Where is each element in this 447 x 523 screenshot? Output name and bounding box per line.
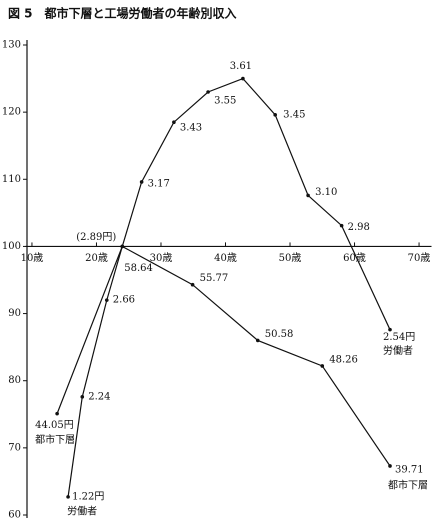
series-line bbox=[67, 77, 391, 497]
x-tick-label: 70歳 bbox=[408, 252, 431, 264]
data-point bbox=[273, 113, 277, 117]
y-tick-label: 80 bbox=[8, 375, 21, 386]
data-label: 3.55 bbox=[214, 96, 236, 107]
data-point bbox=[104, 298, 109, 302]
data-point bbox=[339, 223, 344, 228]
data-label: 3.45 bbox=[283, 109, 305, 120]
series-name: 労働者 bbox=[383, 344, 413, 357]
data-label: (2.89円) bbox=[76, 232, 116, 243]
data-label: 1.22円 bbox=[72, 491, 104, 502]
data-point bbox=[255, 338, 260, 343]
x-tick-label: 40歳 bbox=[214, 252, 237, 264]
y-tick-label: 110 bbox=[2, 174, 21, 185]
data-point bbox=[388, 327, 392, 332]
y-tick-label: 60 bbox=[8, 510, 21, 521]
data-label: 3.61 bbox=[230, 61, 252, 72]
x-tick-label: 20歳 bbox=[85, 252, 108, 264]
data-label: 3.43 bbox=[180, 123, 202, 134]
data-label: 44.05円 bbox=[35, 420, 74, 431]
data-point bbox=[320, 364, 325, 368]
data-point bbox=[172, 120, 176, 125]
data-point bbox=[206, 90, 210, 94]
x-tick-label: 50歳 bbox=[279, 252, 302, 264]
data-label: 48.26 bbox=[329, 354, 358, 365]
data-label: 2.24 bbox=[88, 391, 110, 402]
data-point bbox=[139, 180, 144, 184]
data-point bbox=[388, 464, 392, 468]
x-tick-label: 10歳 bbox=[21, 252, 44, 264]
data-point bbox=[66, 495, 70, 499]
data-label: 39.71 bbox=[395, 464, 424, 475]
data-label: 3.17 bbox=[148, 178, 170, 189]
data-label: 55.77 bbox=[200, 273, 229, 284]
data-point bbox=[190, 282, 195, 287]
x-tick-label: 60歳 bbox=[343, 252, 366, 264]
data-label: 2.66 bbox=[113, 295, 135, 306]
series-name: 都市下層 bbox=[388, 478, 428, 491]
y-tick-label: 130 bbox=[2, 40, 21, 51]
y-tick-label: 90 bbox=[8, 308, 21, 319]
data-label: 2.98 bbox=[348, 222, 370, 233]
data-point bbox=[120, 244, 125, 249]
data-label: 58.64 bbox=[124, 263, 153, 274]
data-point bbox=[55, 411, 59, 416]
y-tick-label: 120 bbox=[2, 107, 21, 118]
data-point bbox=[80, 395, 85, 399]
series-name: 労働者 bbox=[67, 504, 97, 517]
chart-title: 図 5 都市下層と工場労働者の年齢別収入 bbox=[8, 6, 237, 21]
x-tick-label: 30歳 bbox=[150, 252, 173, 264]
data-label: 2.54円 bbox=[383, 332, 415, 343]
data-label: 50.58 bbox=[265, 329, 294, 340]
data-label: 3.10 bbox=[315, 187, 337, 198]
series-line bbox=[56, 245, 391, 467]
y-tick-label: 100 bbox=[2, 241, 21, 252]
series-name: 都市下層 bbox=[35, 433, 75, 446]
y-tick-label: 70 bbox=[8, 442, 21, 453]
data-point bbox=[241, 76, 245, 81]
data-point bbox=[306, 193, 310, 198]
